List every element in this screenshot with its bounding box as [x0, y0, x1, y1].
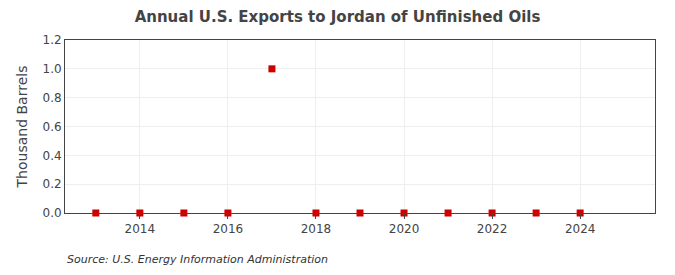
- svg-text:1.0: 1.0: [43, 62, 62, 76]
- svg-text:2022: 2022: [477, 222, 508, 236]
- svg-text:0.4: 0.4: [43, 149, 62, 163]
- svg-text:2014: 2014: [125, 222, 156, 236]
- svg-text:0.2: 0.2: [43, 177, 62, 191]
- svg-text:0.6: 0.6: [43, 120, 62, 134]
- svg-text:2018: 2018: [301, 222, 332, 236]
- svg-text:2024: 2024: [565, 222, 596, 236]
- svg-text:1.2: 1.2: [43, 33, 62, 47]
- svg-text:Annual U.S. Exports to Jordan: Annual U.S. Exports to Jordan of Unfinis…: [135, 8, 541, 26]
- svg-text:2016: 2016: [213, 222, 244, 236]
- svg-text:2020: 2020: [389, 222, 420, 236]
- svg-text:0.0: 0.0: [43, 206, 62, 220]
- svg-text:Source: U.S. Energy Informatio: Source: U.S. Energy Information Administ…: [67, 253, 328, 266]
- svg-text:Thousand Barrels: Thousand Barrels: [14, 66, 30, 189]
- svg-text:0.8: 0.8: [43, 91, 62, 105]
